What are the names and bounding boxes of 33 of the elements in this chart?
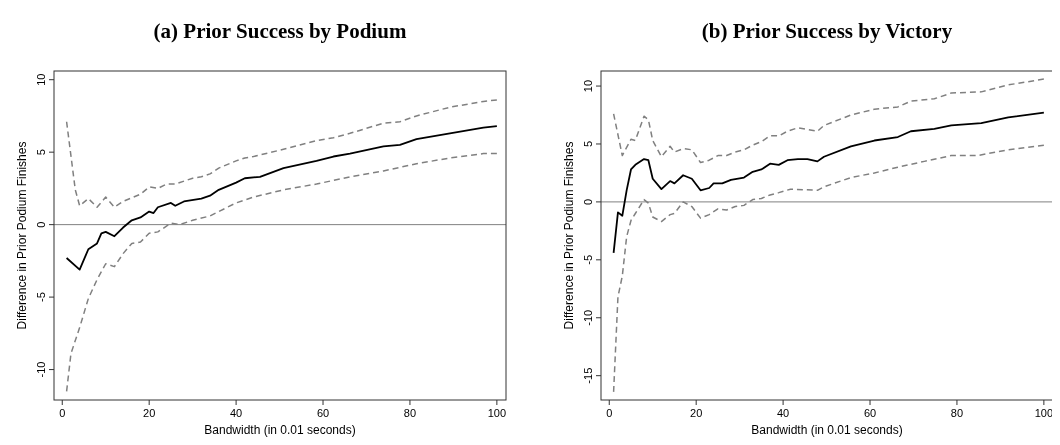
x-axis-title: Bandwidth (in 0.01 seconds): [204, 423, 356, 437]
x-tick-label: 80: [403, 407, 417, 419]
chart-title: (b) Prior Success by Victory: [701, 19, 953, 43]
x-tick-label: 20: [143, 407, 156, 419]
x-tick-label: 60: [863, 407, 877, 419]
y-tick-label: -5: [582, 254, 594, 265]
y-tick-label: 0: [582, 198, 594, 205]
x-tick-label: 100: [1034, 407, 1054, 419]
y-axis-title: Difference in Prior Podium Finishes: [15, 141, 29, 330]
y-tick-label: -5: [35, 292, 47, 302]
line-series: [65, 99, 498, 208]
x-tick-label: 60: [316, 407, 330, 419]
y-tick-label: 5: [35, 149, 47, 156]
x-tick-label: 20: [690, 407, 703, 419]
x-tick-label: 0: [606, 407, 613, 419]
line-series: [612, 78, 1045, 164]
y-tick-label: -15: [582, 367, 594, 384]
x-tick-label: 80: [950, 407, 964, 419]
line-series: [612, 111, 1045, 254]
y-tick-label: 10: [35, 73, 47, 86]
x-tick-label: 0: [59, 407, 66, 419]
line-series: [65, 125, 498, 271]
x-axis-title: Bandwidth (in 0.01 seconds): [751, 423, 903, 437]
y-axis-title: Difference in Prior Podium Finishes: [562, 141, 576, 330]
y-tick-label: -10: [582, 309, 594, 326]
y-tick-label: 5: [582, 140, 594, 148]
x-tick-label: 100: [487, 407, 507, 419]
x-tick-label: 40: [229, 407, 243, 419]
x-tick-label: 40: [776, 407, 790, 419]
y-tick-label: 0: [35, 221, 47, 228]
y-tick-label: -10: [35, 361, 47, 378]
chart-title: (a) Prior Success by Podium: [153, 19, 407, 43]
y-tick-label: 10: [582, 79, 594, 93]
